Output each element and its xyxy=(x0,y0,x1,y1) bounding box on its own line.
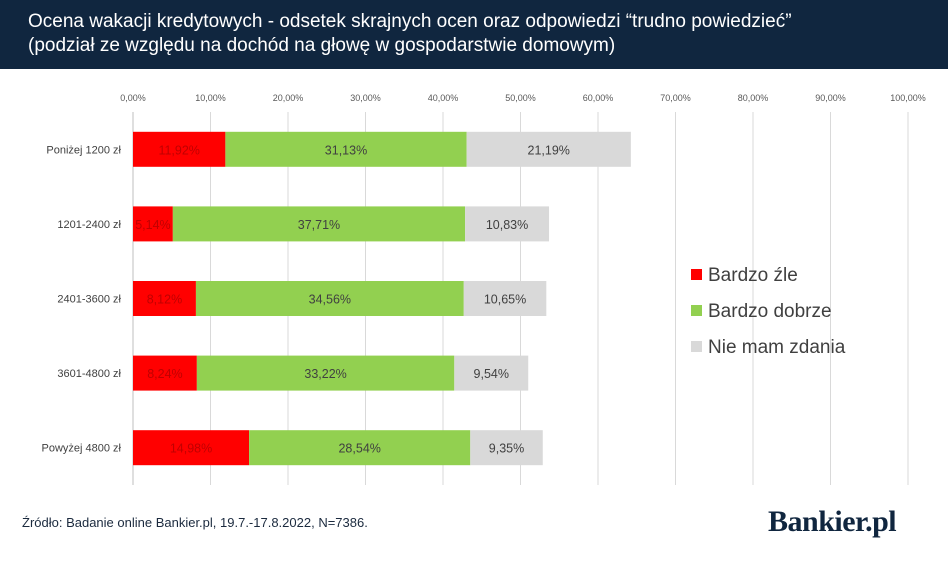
legend-label: Nie mam zdania xyxy=(708,337,846,358)
category-label: 1201-2400 zł xyxy=(57,219,121,231)
data-label: 5,14% xyxy=(135,218,170,232)
title-line-2: (podział ze względu na dochód na głowę w… xyxy=(28,35,616,56)
legend-swatch xyxy=(691,341,702,352)
data-label: 10,65% xyxy=(484,293,526,307)
x-tick-label: 20,00% xyxy=(273,93,304,103)
category-label: 2401-3600 zł xyxy=(57,294,121,306)
x-tick-label: 10,00% xyxy=(195,93,226,103)
data-label: 14,98% xyxy=(170,442,212,456)
title-line-1: Ocena wakacji kredytowych - odsetek skra… xyxy=(28,11,792,32)
bar-segment xyxy=(470,430,543,466)
data-label: 10,83% xyxy=(486,218,528,232)
source-note: Źródło: Badanie online Bankier.pl, 19.7.… xyxy=(22,515,368,530)
bar-segment xyxy=(454,355,529,391)
legend-swatch xyxy=(691,305,702,316)
category-label: Poniżej 1200 zł xyxy=(46,144,121,156)
legend-label: Bardzo dobrze xyxy=(708,301,832,322)
data-label: 31,13% xyxy=(325,143,367,157)
x-tick-label: 60,00% xyxy=(583,93,614,103)
x-tick-label: 70,00% xyxy=(660,93,691,103)
bar-segment xyxy=(195,281,464,316)
data-label: 8,12% xyxy=(147,293,182,307)
bar-segment xyxy=(225,131,467,167)
x-tick-label: 100,00% xyxy=(890,93,926,103)
bar-segment xyxy=(249,430,471,466)
data-label: 21,19% xyxy=(528,143,570,157)
data-label: 11,92% xyxy=(158,143,199,157)
bar-segment xyxy=(133,430,250,466)
data-label: 33,22% xyxy=(304,367,346,381)
title-banner xyxy=(0,0,948,69)
data-label: 28,54% xyxy=(338,442,380,456)
data-label: 37,71% xyxy=(298,218,340,232)
bar-segment xyxy=(133,131,226,167)
category-label: Powyżej 4800 zł xyxy=(42,443,122,455)
legend-label: Bardzo źle xyxy=(708,265,798,286)
x-tick-label: 90,00% xyxy=(815,93,846,103)
x-tick-label: 80,00% xyxy=(738,93,769,103)
bar-segment xyxy=(465,206,550,242)
stacked-bar-chart: 0,00% 10,00% 20,00% 30,00% 40,00% 50,00% 60,00… xyxy=(42,93,926,485)
bar-segment xyxy=(133,206,173,242)
x-tick-label: 40,00% xyxy=(428,93,459,103)
chart-title: Ocena wakacji kredytowych - odsetek skra… xyxy=(28,10,928,58)
bar-segment xyxy=(133,281,196,316)
bankier-logo: Bankier.pl xyxy=(768,505,897,538)
legend-swatch xyxy=(691,269,702,280)
x-tick-label: 30,00% xyxy=(350,93,381,103)
bar-segment xyxy=(133,355,197,391)
bar-segment xyxy=(172,206,466,242)
data-label: 9,54% xyxy=(474,367,509,381)
data-label: 8,24% xyxy=(147,367,182,381)
bar-segment xyxy=(196,355,455,391)
data-label: 34,56% xyxy=(309,293,351,307)
data-label: 9,35% xyxy=(489,442,524,456)
x-tick-label: 50,00% xyxy=(505,93,536,103)
x-tick-label: 0,00% xyxy=(120,93,146,103)
bar-segment xyxy=(466,131,631,167)
bar-segment xyxy=(463,281,547,316)
category-label: 3601-4800 zł xyxy=(57,368,121,380)
